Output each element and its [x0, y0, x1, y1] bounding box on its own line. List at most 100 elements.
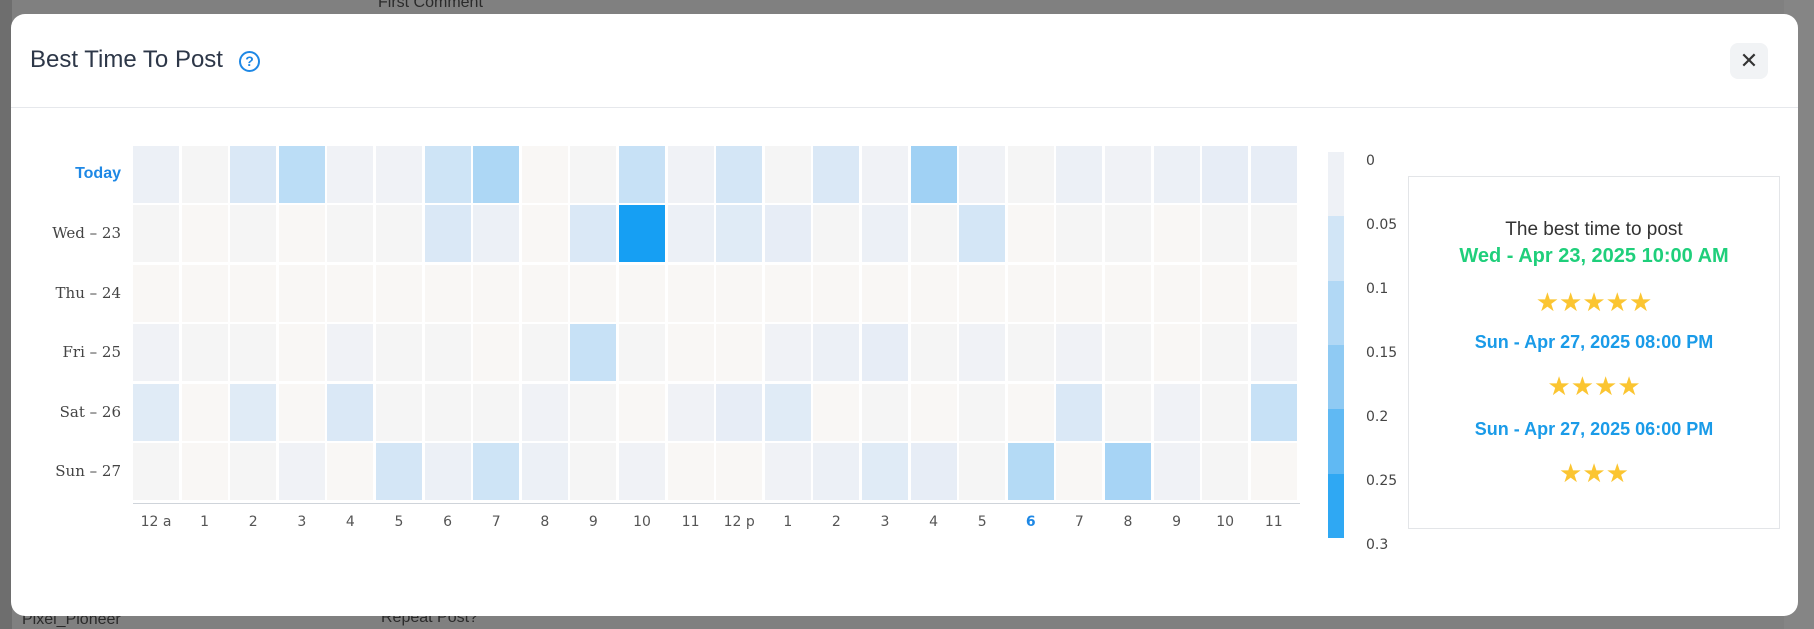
heatmap-cell[interactable] — [619, 146, 665, 203]
heatmap-cell[interactable] — [473, 324, 520, 382]
heatmap-cell[interactable] — [910, 383, 957, 441]
heatmap-cell[interactable] — [1007, 146, 1054, 203]
heatmap-cell[interactable] — [1250, 205, 1297, 263]
heatmap-cell[interactable] — [473, 383, 520, 441]
question-circle-icon[interactable]: ? — [239, 51, 260, 72]
heatmap-cell[interactable] — [764, 443, 811, 500]
heatmap-cell[interactable] — [570, 146, 617, 203]
heatmap-cell[interactable] — [862, 146, 908, 203]
heatmap-cell[interactable] — [813, 383, 860, 441]
heatmap-cell[interactable] — [1153, 383, 1200, 441]
heatmap-cell[interactable] — [716, 205, 763, 263]
heatmap-cell[interactable] — [181, 146, 228, 203]
heatmap-cell[interactable] — [424, 264, 471, 322]
heatmap-cell[interactable] — [230, 146, 277, 203]
heatmap-cell[interactable] — [327, 205, 374, 263]
heatmap-cell[interactable] — [1202, 324, 1249, 382]
heatmap-cell[interactable] — [473, 205, 520, 263]
heatmap-cell[interactable] — [959, 146, 1006, 203]
heatmap-cell[interactable] — [327, 443, 374, 500]
heatmap-cell[interactable] — [230, 264, 277, 322]
heatmap-cell[interactable] — [1056, 205, 1103, 263]
heatmap-cell[interactable] — [959, 324, 1006, 382]
heatmap-cell[interactable] — [862, 383, 908, 441]
close-button[interactable]: ✕ — [1730, 43, 1768, 79]
heatmap-cell[interactable] — [619, 264, 665, 322]
heatmap-cell[interactable] — [1250, 383, 1297, 441]
heatmap-cell[interactable] — [1202, 205, 1249, 263]
heatmap-cell[interactable] — [862, 443, 908, 500]
heatmap-cell[interactable] — [813, 264, 860, 322]
heatmap-cell[interactable] — [133, 443, 179, 500]
heatmap-cell[interactable] — [1250, 146, 1297, 203]
heatmap-cell[interactable] — [959, 264, 1006, 322]
heatmap-cell[interactable] — [230, 205, 277, 263]
heatmap-cell[interactable] — [910, 443, 957, 500]
heatmap-cell[interactable] — [521, 324, 568, 382]
heatmap-cell[interactable] — [813, 324, 860, 382]
heatmap-cell[interactable] — [959, 205, 1006, 263]
heatmap-cell[interactable] — [667, 146, 714, 203]
heatmap-cell[interactable] — [133, 146, 179, 203]
heatmap-cell[interactable] — [1153, 264, 1200, 322]
heatmap-cell[interactable] — [619, 383, 665, 441]
heatmap-cell[interactable] — [813, 443, 860, 500]
heatmap-cell[interactable] — [278, 264, 325, 322]
heatmap-cell[interactable] — [1105, 264, 1151, 322]
heatmap-cell[interactable] — [521, 146, 568, 203]
heatmap-cell[interactable] — [1105, 146, 1151, 203]
heatmap-cell[interactable] — [1056, 146, 1103, 203]
heatmap-cell[interactable] — [521, 443, 568, 500]
heatmap-cell[interactable] — [667, 443, 714, 500]
heatmap-cell[interactable] — [181, 264, 228, 322]
heatmap-cell[interactable] — [181, 324, 228, 382]
heatmap-cell[interactable] — [764, 264, 811, 322]
heatmap-cell[interactable] — [570, 324, 617, 382]
heatmap-cell[interactable] — [133, 264, 179, 322]
heatmap-cell[interactable] — [862, 205, 908, 263]
heatmap-cell[interactable] — [716, 443, 763, 500]
heatmap-cell[interactable] — [1056, 264, 1103, 322]
heatmap-cell[interactable] — [764, 324, 811, 382]
heatmap-cell[interactable] — [667, 205, 714, 263]
heatmap-cell[interactable] — [716, 146, 763, 203]
heatmap-cell[interactable] — [424, 383, 471, 441]
heatmap-cell[interactable] — [521, 383, 568, 441]
heatmap-cell[interactable] — [133, 205, 179, 263]
heatmap-cell[interactable] — [1153, 146, 1200, 203]
heatmap-cell[interactable] — [813, 146, 860, 203]
heatmap-cell[interactable] — [910, 264, 957, 322]
heatmap-cell[interactable] — [376, 264, 422, 322]
heatmap-cell[interactable] — [278, 205, 325, 263]
heatmap-cell[interactable] — [570, 443, 617, 500]
heatmap-cell[interactable] — [521, 264, 568, 322]
heatmap-cell[interactable] — [376, 205, 422, 263]
heatmap-cell[interactable] — [230, 324, 277, 382]
heatmap-cell[interactable] — [1153, 443, 1200, 500]
heatmap-cell[interactable] — [764, 205, 811, 263]
heatmap-cell[interactable] — [959, 383, 1006, 441]
heatmap-cell[interactable] — [278, 443, 325, 500]
heatmap-cell[interactable] — [570, 205, 617, 263]
heatmap-cell[interactable] — [1250, 324, 1297, 382]
heatmap-cell[interactable] — [1056, 383, 1103, 441]
heatmap-cell[interactable] — [764, 146, 811, 203]
heatmap-cell[interactable] — [1202, 443, 1249, 500]
heatmap-cell[interactable] — [1153, 324, 1200, 382]
heatmap-cell[interactable] — [764, 383, 811, 441]
heatmap-cell[interactable] — [473, 264, 520, 322]
heatmap-cell[interactable] — [230, 383, 277, 441]
heatmap-cell[interactable] — [1105, 383, 1151, 441]
heatmap-cell[interactable] — [133, 324, 179, 382]
heatmap-cell[interactable] — [619, 324, 665, 382]
heatmap-cell[interactable] — [959, 443, 1006, 500]
heatmap-cell[interactable] — [521, 205, 568, 263]
heatmap-cell[interactable] — [1007, 264, 1054, 322]
heatmap-cell[interactable] — [619, 205, 665, 263]
heatmap-cell[interactable] — [424, 324, 471, 382]
heatmap-cell[interactable] — [376, 383, 422, 441]
heatmap-cell[interactable] — [376, 324, 422, 382]
heatmap-cell[interactable] — [424, 146, 471, 203]
heatmap-cell[interactable] — [133, 383, 179, 441]
heatmap-cell[interactable] — [1202, 264, 1249, 322]
